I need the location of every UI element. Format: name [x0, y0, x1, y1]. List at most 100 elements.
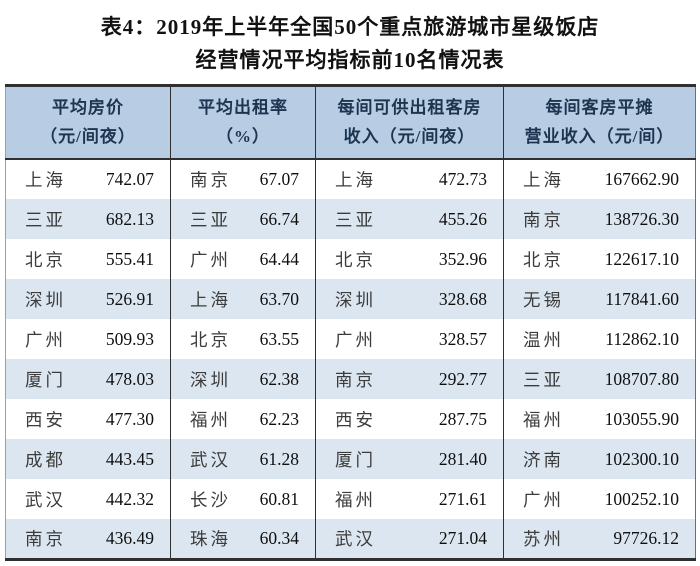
city-cell: 苏州	[503, 519, 586, 559]
value-cell: 100252.10	[604, 488, 680, 509]
value-cell: 472.73	[438, 169, 488, 189]
table-title-line1: 表4：2019年上半年全国50个重点旅游城市星级饭店	[100, 15, 600, 39]
value-cell: 66.74	[232, 199, 316, 239]
table-row: 上海 742.07 南京 67.07 上海 472.73 上海 167662.90	[6, 159, 696, 199]
city-cell: 北京	[25, 249, 66, 270]
value-cell: 102300.10	[585, 439, 696, 479]
value-cell: 292.77	[395, 359, 504, 399]
value-cell: 103055.90	[604, 408, 680, 429]
table-row: 北京 555.41 广州 64.44 北京 352.96 北京 122617.10	[6, 239, 696, 279]
value-cell: 477.30	[105, 408, 155, 429]
city-cell: 三亚	[5, 199, 76, 239]
column-header-1: 平均房价 （元/间夜）	[5, 85, 171, 160]
value-cell: 117841.60	[585, 279, 696, 319]
city-cell: 广州	[315, 319, 396, 359]
city-cell: 长沙	[170, 479, 233, 519]
table-row: 南京 436.49 珠海 60.34 武汉 271.04 苏州 97726.12	[5, 519, 696, 559]
table-row: 深圳 526.91 上海 63.70 深圳 328.68 无锡 117841.60	[5, 279, 696, 319]
table-row: 成都 443.45 武汉 61.28 厦门 281.40 济南 102300.10	[5, 439, 696, 479]
city-cell: 福州	[503, 399, 586, 439]
table-header: 平均房价 （元/间夜） 平均出租率 （%） 每间可供出租客房 收入（元/间夜） 每间客房平摊…	[5, 85, 696, 160]
city-cell: 温州	[503, 319, 586, 359]
header-row: 平均房价 （元/间夜） 平均出租率 （%） 每间可供出租客房 收入（元/间夜） 每间客房平摊…	[5, 85, 696, 160]
table-row: 西安 477.30 福州 62.23 西安 287.75 福州 103055.90	[6, 399, 696, 439]
city-cell: 厦门	[315, 439, 396, 479]
value-cell: 455.26	[395, 199, 504, 239]
value-cell: 478.03	[75, 359, 171, 399]
city-cell: 无锡	[503, 279, 586, 319]
column-header-4-line2: 营业收入（元/间）	[524, 127, 675, 146]
city-cell: 济南	[503, 439, 586, 479]
city-cell: 北京	[503, 239, 586, 279]
city-cell: 三亚	[503, 359, 586, 399]
value-cell: 63.55	[259, 328, 300, 349]
value-cell: 112862.10	[605, 328, 680, 349]
value-cell: 167662.90	[604, 169, 680, 189]
value-cell: 682.13	[75, 199, 171, 239]
value-cell: 138726.30	[585, 199, 696, 239]
hotel-indicators-table: 平均房价 （元/间夜） 平均出租率 （%） 每间可供出租客房 收入（元/间夜） 每间客房平摊…	[5, 84, 697, 561]
city-cell: 深圳	[5, 279, 76, 319]
value-cell: 328.57	[438, 328, 488, 349]
city-cell: 上海	[170, 279, 233, 319]
city-cell: 珠海	[170, 519, 233, 559]
column-header-4: 每间客房平摊营业收入（元/间）	[503, 85, 696, 160]
value-cell: 352.96	[438, 248, 488, 269]
city-cell: 广州	[25, 329, 66, 350]
table-title: 表4：2019年上半年全国50个重点旅游城市星级饭店 经营情况平均指标前10名情…	[0, 0, 700, 77]
value-cell: 61.28	[232, 439, 316, 479]
city-cell: 武汉	[315, 519, 396, 559]
city-cell: 三亚	[170, 199, 233, 239]
city-cell: 福州	[170, 399, 233, 439]
column-header-3-line2: 收入（元/间夜）	[343, 127, 476, 146]
column-header-4-line1: 每间客房平摊	[545, 98, 654, 117]
value-cell: 97726.12	[585, 519, 696, 559]
table-row: 广州 509.93 北京 63.55 广州 328.57 温州 112862.10	[6, 319, 696, 359]
city-cell: 深圳	[315, 279, 396, 319]
value-cell: 742.07	[105, 169, 155, 189]
value-cell: 122617.10	[604, 248, 680, 269]
value-cell: 555.41	[105, 248, 155, 269]
city-cell: 西安	[25, 409, 66, 430]
column-header-2-line1: 平均出租率	[198, 98, 289, 117]
table-row: 三亚 682.13 三亚 66.74 三亚 455.26 南京 138726.30	[5, 199, 696, 239]
city-cell: 广州	[503, 479, 586, 519]
value-cell: 60.34	[232, 519, 316, 559]
value-cell: 67.07	[259, 169, 300, 189]
city-cell: 广州	[170, 239, 233, 279]
value-cell: 287.75	[438, 408, 488, 429]
city-cell: 西安	[315, 399, 396, 439]
city-cell: 福州	[315, 479, 396, 519]
city-cell: 三亚	[315, 199, 396, 239]
city-cell: 上海	[503, 159, 586, 199]
column-header-2: 平均出租率 （%）	[170, 85, 316, 160]
value-cell: 526.91	[75, 279, 171, 319]
city-cell: 北京	[315, 239, 396, 279]
city-cell: 北京	[170, 319, 233, 359]
value-cell: 281.40	[395, 439, 504, 479]
column-header-1-line2: （元/间夜）	[40, 127, 136, 146]
column-header-3-line1: 每间可供出租客房	[337, 98, 482, 117]
city-cell: 成都	[5, 439, 76, 479]
value-cell: 328.68	[395, 279, 504, 319]
table-body: 上海 742.07 南京 67.07 上海 472.73 上海 167662.90 三亚 682.…	[5, 159, 696, 559]
city-cell: 南京	[503, 199, 586, 239]
city-cell: 南京	[170, 159, 233, 199]
city-cell: 深圳	[170, 359, 233, 399]
value-cell: 436.49	[75, 519, 171, 559]
value-cell: 271.04	[395, 519, 504, 559]
column-header-2-line2: （%）	[216, 127, 271, 146]
value-cell: 62.23	[259, 408, 300, 429]
column-header-3: 每间可供出租客房 收入（元/间夜）	[315, 85, 504, 160]
table-title-line2: 经营情况平均指标前10名情况表	[195, 48, 505, 72]
city-cell: 武汉	[25, 489, 66, 510]
value-cell: 443.45	[75, 439, 171, 479]
value-cell: 62.38	[232, 359, 316, 399]
value-cell: 60.81	[259, 488, 300, 509]
city-cell: 武汉	[170, 439, 233, 479]
value-cell: 63.70	[232, 279, 316, 319]
value-cell: 271.61	[438, 488, 488, 509]
city-cell: 南京	[315, 359, 396, 399]
city-cell: 上海	[315, 159, 396, 199]
